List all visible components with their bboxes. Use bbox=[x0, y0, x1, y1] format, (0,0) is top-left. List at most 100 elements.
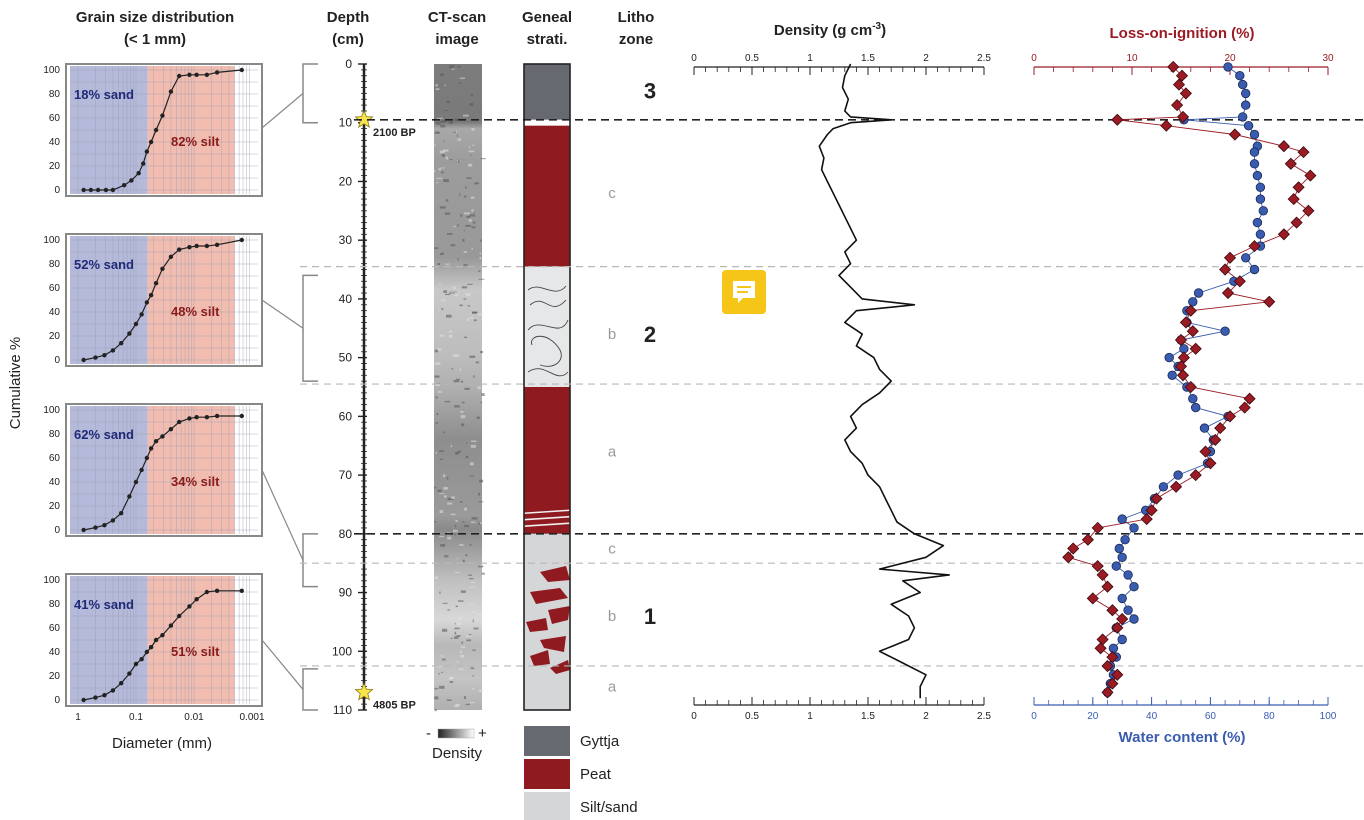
axis-tick-label: 0.5 bbox=[745, 53, 759, 64]
ct-texture bbox=[455, 605, 458, 608]
sand-pct-label: 52% sand bbox=[74, 257, 134, 272]
ct-texture bbox=[471, 517, 478, 520]
loi-point bbox=[1160, 119, 1173, 132]
curve-point bbox=[194, 243, 199, 249]
ct-texture bbox=[448, 121, 454, 124]
gs-y-tick: 0 bbox=[54, 695, 60, 706]
ct-texture bbox=[470, 154, 472, 156]
gs-y-tick: 0 bbox=[54, 525, 60, 536]
curve-point bbox=[187, 245, 192, 250]
water-content-point bbox=[1117, 514, 1127, 524]
ct-texture bbox=[436, 177, 443, 179]
ct-texture bbox=[462, 559, 465, 562]
ct-texture bbox=[461, 401, 465, 404]
curve-point bbox=[136, 171, 141, 176]
curve-point bbox=[102, 353, 107, 358]
loi-point bbox=[1238, 401, 1251, 414]
ct-texture bbox=[454, 704, 459, 708]
legend-label: Silt/sand bbox=[580, 799, 638, 816]
ct-texture bbox=[444, 110, 449, 111]
silt-pct-label: 34% silt bbox=[171, 474, 220, 489]
ct-texture bbox=[437, 489, 442, 493]
water-content-point bbox=[1129, 523, 1139, 533]
curve-point bbox=[194, 415, 199, 420]
ct-texture bbox=[478, 565, 484, 568]
ct-texture bbox=[455, 520, 458, 522]
silt-pct-label: 51% silt bbox=[171, 644, 220, 659]
gs-y-tick: 80 bbox=[49, 89, 61, 100]
loi-point bbox=[1101, 659, 1114, 673]
loi-point bbox=[1228, 128, 1241, 141]
ct-texture bbox=[453, 533, 457, 536]
water-content-point bbox=[1120, 535, 1130, 545]
loi-point bbox=[1302, 204, 1315, 217]
loi-point bbox=[1150, 492, 1163, 505]
loi-point bbox=[1101, 580, 1114, 593]
ct-texture bbox=[457, 258, 459, 261]
ct-texture bbox=[451, 68, 455, 70]
loi-point bbox=[1248, 240, 1261, 253]
loi-point bbox=[1081, 533, 1094, 546]
sand-pct-label: 41% sand bbox=[74, 597, 134, 612]
deformed-lamina bbox=[527, 368, 569, 377]
loi-point bbox=[1091, 521, 1104, 534]
ct-scan-column: - + Density bbox=[426, 64, 487, 762]
depth-tick-label: 0 bbox=[345, 57, 352, 71]
ct-texture bbox=[439, 283, 441, 285]
curve-point bbox=[176, 419, 182, 425]
comment-button[interactable] bbox=[722, 270, 766, 314]
ct-texture bbox=[463, 298, 467, 300]
contact-band bbox=[524, 119, 570, 126]
peat-clast bbox=[530, 588, 568, 604]
axis-tick-label: 1 bbox=[807, 53, 813, 64]
curve-point bbox=[160, 266, 165, 271]
ct-texture bbox=[466, 318, 470, 322]
zone-labels: 3 2 1 c b a c b a bbox=[608, 78, 656, 695]
loi-point bbox=[1199, 445, 1212, 458]
ct-texture bbox=[463, 696, 467, 699]
curve-point bbox=[214, 413, 220, 419]
water-content-point bbox=[1117, 634, 1127, 645]
ct-texture bbox=[456, 378, 461, 380]
depth-tick-label: 10 bbox=[339, 116, 353, 130]
ct-texture bbox=[439, 458, 444, 460]
curve-point bbox=[160, 633, 165, 638]
curve-point bbox=[204, 589, 210, 595]
legend-swatch bbox=[524, 726, 570, 756]
gs-y-tick: 100 bbox=[43, 65, 60, 76]
silt-pct-label: 48% silt bbox=[171, 304, 220, 319]
water-content-point bbox=[1193, 288, 1204, 298]
ct-texture bbox=[460, 646, 466, 648]
ct-texture bbox=[465, 186, 467, 189]
water-content-point bbox=[1240, 100, 1251, 110]
curve-point bbox=[139, 312, 144, 317]
axis-tick-label: 1.5 bbox=[861, 711, 875, 722]
ct-texture bbox=[444, 495, 447, 498]
loi-point bbox=[1167, 60, 1180, 73]
litho-header-2: zone bbox=[619, 31, 653, 48]
curve-point bbox=[148, 645, 154, 650]
ct-texture bbox=[473, 375, 475, 378]
ct-texture bbox=[439, 510, 444, 513]
ct-texture bbox=[462, 239, 465, 242]
ct-texture bbox=[470, 94, 473, 97]
ct-texture bbox=[460, 380, 464, 383]
ct-texture bbox=[469, 702, 475, 704]
depth-header-2: (cm) bbox=[332, 31, 364, 48]
curve-point bbox=[144, 149, 150, 154]
loi-point bbox=[1091, 560, 1104, 573]
ct-texture bbox=[434, 144, 436, 147]
gs-y-tick: 80 bbox=[49, 429, 61, 440]
ct-texture bbox=[445, 199, 449, 202]
water-content-point bbox=[1199, 423, 1210, 433]
curve-point bbox=[214, 588, 220, 593]
curve-point bbox=[81, 697, 86, 703]
curve-point bbox=[81, 187, 86, 193]
curve-point bbox=[194, 72, 199, 78]
ct-texture bbox=[459, 193, 461, 197]
stratigraphy-column bbox=[523, 63, 571, 711]
depth-tick-label: 110 bbox=[333, 703, 352, 717]
loi-point bbox=[1111, 113, 1124, 126]
depth-axis: 0 10 20 30 40 50 60 70 80 90 100 110 2100 BP 4805 BP bbox=[332, 57, 416, 717]
ct-texture bbox=[445, 156, 448, 160]
